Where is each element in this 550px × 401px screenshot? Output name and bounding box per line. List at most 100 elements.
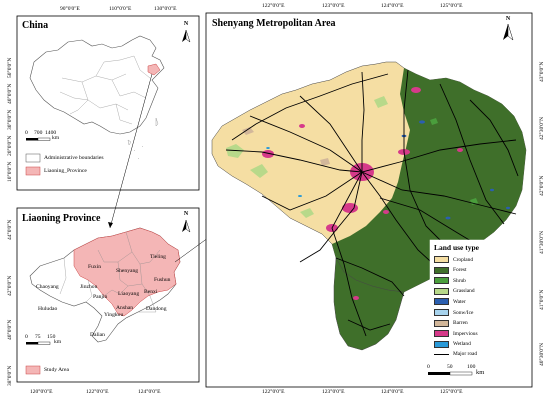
shenyang-landuse-map bbox=[211, 61, 527, 351]
china-legend-liaoning-label: Liaoning_Province bbox=[44, 168, 87, 174]
shenyang-lon-tick-3-bottom: 124°0'0"E bbox=[381, 389, 404, 395]
city-label-tieling: Tieling bbox=[150, 254, 166, 260]
shenyang-scale-label-0: 0 bbox=[427, 364, 430, 370]
legend-row-grassland: Grassland bbox=[434, 287, 475, 295]
liaoning-north-arrow-icon bbox=[182, 219, 191, 233]
legend-swatch bbox=[434, 266, 449, 274]
shenyang-lat-tick-2: 42°30'0"N bbox=[539, 116, 545, 140]
china-north-arrow-icon bbox=[182, 29, 191, 43]
legend-row-impervious: Impervious bbox=[434, 330, 478, 338]
china-outline bbox=[29, 35, 165, 135]
china-lat-tick-3: 30°0'0"N bbox=[7, 109, 13, 130]
china-north-label: N bbox=[183, 21, 189, 27]
liaoning-scale-unit: km bbox=[54, 339, 62, 345]
legend-row-sonw-ice: Sonw/Ice bbox=[434, 309, 473, 316]
china-liaoning-highlight bbox=[147, 63, 161, 76]
legend-swatch bbox=[434, 319, 449, 327]
china-islands bbox=[127, 117, 159, 160]
city-label-yingkou: Yingkou bbox=[104, 312, 124, 318]
legend-label: Barren bbox=[453, 320, 468, 327]
liaoning-lon-tick-1: 120°0'0"E bbox=[30, 389, 53, 395]
china-scale-label-2: 1400 bbox=[45, 130, 57, 136]
city-label-liaoyang: Liaoyang bbox=[118, 291, 140, 297]
shenyang-legend-title: Land use type bbox=[434, 243, 480, 252]
city-label-anshan: Anshan bbox=[116, 305, 134, 311]
city-label-jinzhou: Jinzhou bbox=[80, 284, 98, 290]
legend-label: Sonw/Ice bbox=[453, 309, 474, 316]
city-label-dalian: Dalian bbox=[90, 332, 105, 338]
legend-row-cropland: Cropland bbox=[434, 256, 473, 263]
china-provinces bbox=[59, 55, 151, 125]
legend-row-major-road: Major road bbox=[434, 351, 477, 357]
legend-row-water: Water bbox=[434, 298, 466, 306]
china-scale-label-1: 700 bbox=[34, 130, 43, 136]
liaoning-legend-swatch-study bbox=[25, 365, 41, 375]
shenyang-lon-tick-4-bottom: 125°0'0"E bbox=[440, 389, 463, 395]
shenyang-lat-tick-3: 42°0'0"N bbox=[539, 175, 545, 196]
city-label-huludao: Huludao bbox=[38, 306, 58, 312]
legend-label: Water bbox=[453, 298, 466, 305]
shenyang-lon-tick-1-bottom: 122°0'0"E bbox=[262, 389, 285, 395]
shenyang-lon-tick-4-top: 125°0'0"E bbox=[440, 3, 463, 9]
china-lat-tick-5: 10°0'0"N bbox=[7, 161, 13, 182]
liaoning-scale-label-2: 150 bbox=[47, 334, 56, 340]
shenyang-scale-label-2: 100 bbox=[467, 364, 476, 370]
legend-row-barren: Barren bbox=[434, 319, 468, 327]
liaoning-scale-label-0: 0 bbox=[25, 334, 28, 340]
legend-swatch bbox=[434, 309, 449, 316]
china-legend-admin-label: Administrative boundaries bbox=[44, 155, 104, 161]
shenyang-lat-tick-6: 40°30'0"N bbox=[539, 342, 545, 366]
shenyang-scale-bar bbox=[428, 371, 473, 376]
liaoning-scale-label-1: 75 bbox=[35, 334, 41, 340]
city-label-shenyang: Shenyang bbox=[116, 268, 139, 274]
liaoning-lat-tick-4: 38°0'0"N bbox=[7, 365, 13, 386]
city-label-panjin: Panjin bbox=[93, 294, 108, 300]
legend-swatch bbox=[434, 340, 449, 348]
liaoning-lat-tick-3: 40°0'0"N bbox=[7, 319, 13, 340]
landuse-major-roads bbox=[225, 69, 519, 337]
china-lat-tick-2: 40°0'0"N bbox=[7, 83, 13, 104]
legend-label: Shrub bbox=[453, 277, 466, 284]
china-scale-bar bbox=[26, 137, 51, 141]
landuse-forest bbox=[332, 68, 526, 292]
shenyang-north-label: N bbox=[505, 16, 511, 22]
shenyang-lat-tick-1: 43°0'0"N bbox=[539, 61, 545, 82]
china-lon-tick-3: 130°0'0"E bbox=[154, 6, 177, 12]
liaoning-scale-bar bbox=[26, 341, 51, 345]
liaoning-study-area bbox=[73, 227, 181, 317]
legend-swatch bbox=[434, 277, 449, 285]
shenyang-lon-tick-2-bottom: 123°0'0"E bbox=[322, 389, 345, 395]
legend-label: Forest bbox=[453, 267, 467, 274]
china-panel-title: China bbox=[22, 20, 49, 31]
shenyang-lon-tick-2-top: 123°0'0"E bbox=[322, 3, 345, 9]
landuse-forest-south bbox=[333, 257, 405, 351]
liaoning-panel-title: Liaoning Province bbox=[22, 213, 101, 224]
china-lon-tick-2: 110°0'0"E bbox=[109, 6, 132, 12]
landuse-barren bbox=[242, 127, 330, 166]
legend-label: Cropland bbox=[453, 256, 474, 263]
shenyang-panel-title: Shenyang Metropolitan Area bbox=[212, 18, 336, 29]
legend-row-shrub: Shrub bbox=[434, 277, 466, 285]
china-scale-unit: km bbox=[52, 135, 60, 141]
legend-label: Wetland bbox=[453, 341, 471, 348]
china-legend-swatch-admin bbox=[25, 153, 41, 163]
legend-swatch bbox=[434, 256, 449, 263]
legend-swatch bbox=[434, 353, 449, 355]
china-legend-swatch-liaoning bbox=[25, 166, 41, 176]
city-label-fuxin: Fuxin bbox=[88, 264, 102, 270]
shenyang-scale-label-1: 50 bbox=[447, 364, 453, 370]
shenyang-lat-tick-5: 41°0'0"N bbox=[539, 289, 545, 310]
legend-swatch bbox=[434, 298, 449, 306]
legend-row-forest: Forest bbox=[434, 266, 467, 274]
legend-swatch bbox=[434, 287, 449, 295]
city-label-fushun: Fushun bbox=[154, 277, 171, 283]
liaoning-lat-tick-2: 42°0'0"N bbox=[7, 275, 13, 296]
liaoning-legend-study-label: Study Area bbox=[44, 367, 70, 373]
legend-swatch bbox=[434, 330, 449, 338]
liaoning-lon-tick-2: 122°0'0"E bbox=[86, 389, 109, 395]
legend-row-wetland: Wetland bbox=[434, 340, 471, 348]
china-lon-tick-1: 90°0'0"E bbox=[60, 6, 80, 12]
shenyang-north-arrow-icon bbox=[503, 23, 514, 41]
shenyang-scale-unit: km bbox=[476, 369, 485, 376]
shenyang-lon-tick-3-top: 124°0'0"E bbox=[381, 3, 404, 9]
